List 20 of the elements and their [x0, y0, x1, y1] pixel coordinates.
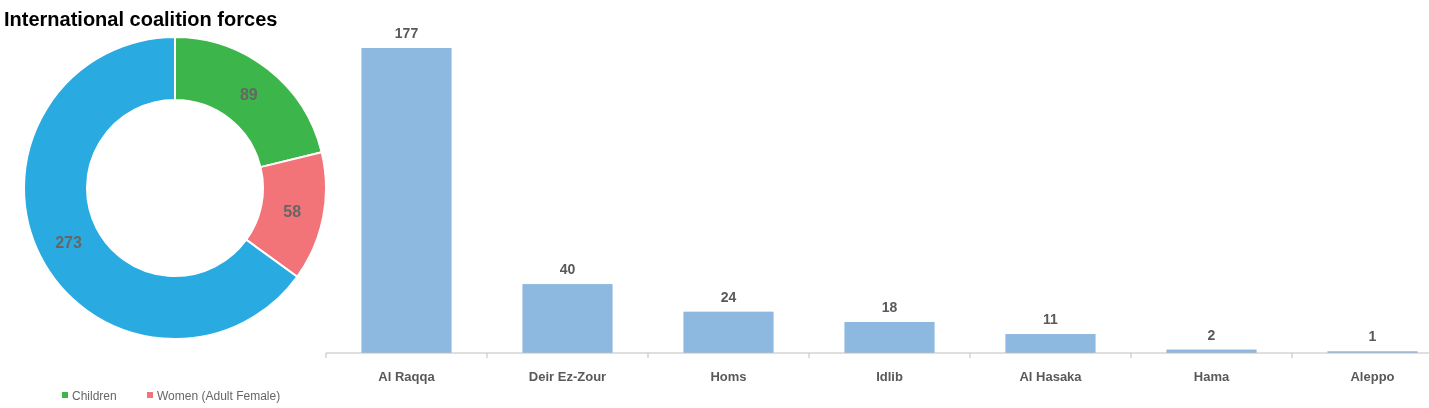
data-label: 2 [1207, 326, 1216, 343]
legend-label: Women (Adult Female) [157, 389, 281, 403]
x-tick-label: Al Hasaka [1019, 369, 1083, 384]
data-label: 58 [283, 202, 302, 220]
x-tick-label: Homs [710, 369, 747, 384]
data-label: 11 [1043, 311, 1059, 328]
data-label: 18 [881, 298, 898, 315]
legend-label: Children [72, 389, 117, 403]
data-label: 40 [559, 261, 576, 278]
data-label: 177 [394, 25, 419, 41]
x-tick-label: Deir Ez-Zour [528, 369, 607, 384]
data-label: 273 [55, 233, 82, 251]
chart-title: International coalition forces [4, 8, 278, 30]
data-label: 24 [720, 288, 737, 305]
data-label: 1 [1368, 328, 1377, 345]
x-tick-label: Idlib [876, 369, 903, 384]
x-tick-label: Al Raqqa [378, 369, 436, 384]
x-tick-label: Aleppo [1350, 369, 1395, 384]
x-tick-label: Hama [1193, 369, 1230, 384]
data-label: 89 [239, 85, 258, 103]
